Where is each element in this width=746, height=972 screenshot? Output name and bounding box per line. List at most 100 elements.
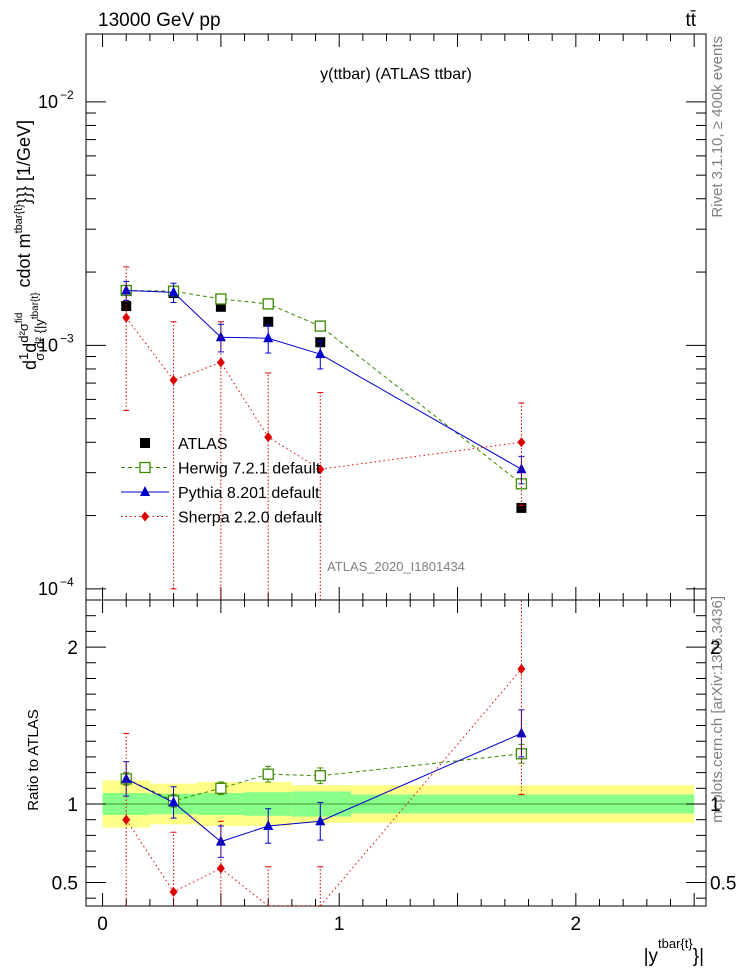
main-series xyxy=(120,266,528,600)
ratio-frame xyxy=(85,599,707,907)
y-label-fid: fid xyxy=(14,313,25,324)
point-sherpa xyxy=(264,432,273,443)
rivet-label: Rivet 3.1.10, ≥ 400k events xyxy=(709,36,726,218)
legend-item-atlas: ATLAS xyxy=(140,436,228,453)
y-label-frac1-num: 1 xyxy=(16,353,31,360)
x-tick-label: 1 xyxy=(334,914,345,935)
point-pythia xyxy=(516,463,527,474)
ratio-point-pythia xyxy=(263,819,274,830)
point-atlas xyxy=(263,316,274,327)
legend-label-pythia: Pythia 8.201 default xyxy=(178,485,320,502)
legend-label-sherpa: Sherpa 2.2.0 default xyxy=(178,510,323,527)
y-tick-label-exp: −3 xyxy=(60,331,74,345)
y-tick-label: 10 xyxy=(38,92,58,112)
legend-marker-herwig xyxy=(139,461,151,474)
watermark-label: ATLAS_2020_I1801434 xyxy=(327,559,465,574)
ratio-line-herwig xyxy=(126,753,522,802)
point-pythia xyxy=(263,332,274,343)
ratio-point-herwig xyxy=(314,770,326,782)
series-pythia xyxy=(121,280,527,485)
x-label-tail: }| xyxy=(693,946,704,967)
ratio-line-pythia xyxy=(126,732,522,843)
ratio-point-pythia xyxy=(215,835,226,846)
ratio-point-sherpa xyxy=(517,664,526,675)
main-axis-ticks: 10−410−310−2 xyxy=(38,34,706,601)
point-herwig xyxy=(262,298,274,310)
y-label-num: d²σ xyxy=(16,323,31,343)
y-tick-label-exp: −2 xyxy=(60,88,74,102)
y-label-tail: }}} [1/GeV] xyxy=(14,120,34,204)
ratio-series-pythia xyxy=(121,709,527,858)
series-line-herwig xyxy=(126,290,522,485)
ratio-bands xyxy=(102,780,695,828)
process-label: tt̄ xyxy=(685,10,696,31)
legend-item-sherpa: Sherpa 2.2.0 default xyxy=(121,510,323,527)
legend-marker-atlas xyxy=(140,438,150,448)
point-sherpa xyxy=(316,464,325,475)
y-axis-label: d1σdd²σfidd² {|ytbar{t} cdot mtbar{t}}}}… xyxy=(13,120,47,370)
y-axis-label-text: d1σdd²σfidd² {|ytbar{t} cdot mtbar{t}}}}… xyxy=(13,120,47,370)
ratio-point-pythia xyxy=(315,815,326,826)
legend-marker-pythia xyxy=(140,486,150,496)
ratio-point-pythia xyxy=(168,796,179,807)
ratio-series xyxy=(120,600,528,907)
legend-label-herwig: Herwig 7.2.1 default xyxy=(178,461,321,478)
ratio-point-sherpa xyxy=(216,863,225,874)
legend-label-atlas: ATLAS xyxy=(178,436,228,453)
point-herwig xyxy=(215,293,227,305)
ratio-series-sherpa xyxy=(122,600,526,907)
ratio-tick-label-right: 2 xyxy=(710,638,721,659)
x-tick-label: 0 xyxy=(97,914,108,935)
y-label-d: d xyxy=(20,343,40,353)
point-sherpa xyxy=(122,312,131,323)
ratio-point-pythia xyxy=(121,772,132,783)
series-herwig xyxy=(120,284,528,490)
ratio-tick-label: 2 xyxy=(67,638,78,659)
ratio-tick-label: 0.5 xyxy=(52,873,78,894)
y-tick-label: 10 xyxy=(38,579,58,599)
ratio-point-sherpa xyxy=(169,886,178,897)
point-herwig xyxy=(314,320,326,332)
ratio-point-pythia xyxy=(516,727,527,738)
point-sherpa xyxy=(169,375,178,386)
point-atlas xyxy=(121,301,132,312)
point-pythia xyxy=(315,348,326,359)
series-line-pythia xyxy=(126,290,522,470)
point-atlas xyxy=(215,301,226,312)
ratio-tick-label-right: 0.5 xyxy=(710,873,736,894)
y-label-m-sup: tbar{t} xyxy=(13,204,25,234)
ratio-y-label: Ratio to ATLAS xyxy=(25,709,42,810)
point-sherpa xyxy=(216,357,225,368)
ratio-tick-label-right: 1 xyxy=(710,795,721,816)
point-sherpa xyxy=(517,437,526,448)
y-label-den-sup: tbar{t} xyxy=(30,292,41,319)
y-label-frac1-den: σ xyxy=(32,353,47,361)
ratio-point-sherpa xyxy=(122,814,131,825)
x-axis-label: |ytbar{t}}| xyxy=(644,936,704,967)
series-sherpa xyxy=(122,266,526,600)
main-panel: 10−410−310−2 y(ttbar) (ATLAS ttbar) ATLA… xyxy=(38,33,707,601)
ratio-tick-label: 1 xyxy=(67,795,78,816)
ratio-point-herwig xyxy=(262,768,274,780)
x-label-sup: tbar{t} xyxy=(658,936,693,951)
legend-item-herwig: Herwig 7.2.1 default xyxy=(121,461,321,478)
y-tick-label-exp: −4 xyxy=(60,575,74,589)
legend-marker-sherpa xyxy=(141,511,149,522)
mcplots-label: mcplots.cern.ch [arXiv:1306.3436] xyxy=(709,596,726,823)
legend: ATLAS Herwig 7.2.1 default Pythia 8.201 de… xyxy=(121,436,323,527)
legend-item-pythia: Pythia 8.201 default xyxy=(121,485,320,502)
y-label-frac1: d xyxy=(20,360,40,370)
y-label-rest: cdot m xyxy=(14,233,34,292)
x-tick-label: 2 xyxy=(571,914,582,935)
y-tick-label: 10 xyxy=(38,335,58,355)
x-label-base: |y xyxy=(644,946,659,967)
chart-title: y(ttbar) (ATLAS ttbar) xyxy=(320,66,472,83)
ratio-point-herwig xyxy=(215,782,227,794)
point-pythia xyxy=(168,286,179,297)
ratio-panel: 0 1 2 0.5 0.5 1 1 2 2 Ratio to ATLAS xyxy=(25,599,736,935)
y-label-den: d² {|y xyxy=(32,319,47,349)
point-atlas xyxy=(516,502,527,513)
point-pythia xyxy=(121,284,132,295)
energy-label: 13000 GeV pp xyxy=(98,10,221,31)
